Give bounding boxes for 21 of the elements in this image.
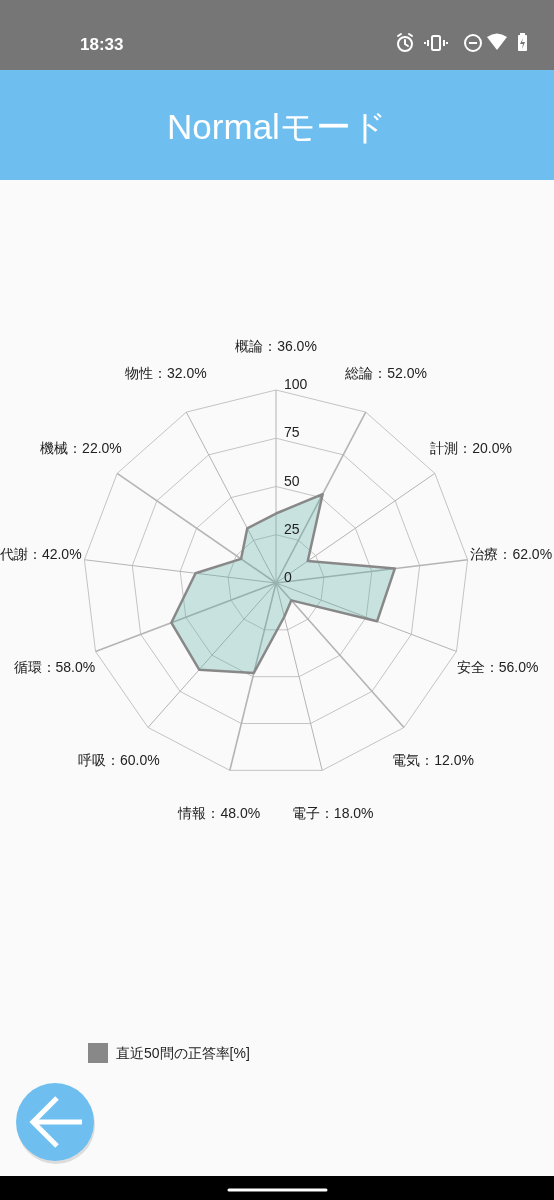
tick-label: 50 [284, 472, 300, 489]
category-label: 機械：22.0% [40, 440, 122, 457]
tick-label: 75 [284, 424, 300, 441]
legend: 直近50問の正答率[%] [88, 1043, 250, 1063]
category-label: 代謝：42.0% [0, 546, 82, 563]
category-label: 呼吸：60.0% [78, 752, 160, 769]
category-label: 電気：12.0% [392, 752, 474, 769]
category-label: 循環：58.0% [13, 659, 96, 676]
category-label: 電子：18.0% [291, 805, 374, 822]
category-label: 情報：48.0% [178, 805, 261, 822]
category-label: 安全：56.0% [456, 659, 539, 676]
tick-label: 100 [284, 376, 308, 392]
category-label: 計測：20.0% [430, 440, 512, 457]
status-time: 18:33 [80, 35, 124, 54]
tick-label: 25 [284, 520, 300, 537]
category-label: 治療：62.0% [470, 546, 553, 563]
category-label: 概論：36.0% [235, 338, 317, 354]
title: Normalモード [167, 107, 387, 146]
category-label: 総論：52.0% [345, 365, 427, 382]
category-label: 物性：32.0% [125, 365, 207, 382]
tick-label: 0 [284, 569, 292, 585]
